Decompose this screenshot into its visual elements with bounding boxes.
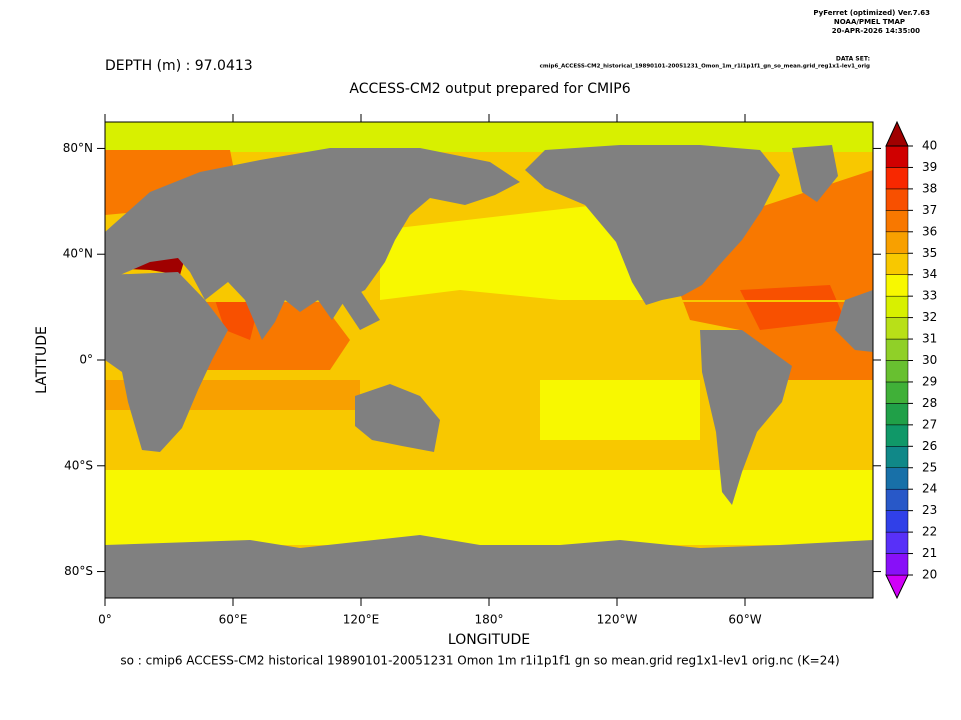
colorbar-label: 39 xyxy=(922,160,937,174)
y-tick-label: 80°N xyxy=(63,141,93,155)
colorbar-swatch xyxy=(885,231,909,254)
colorbar-swatch xyxy=(885,553,909,576)
colorbar-swatch xyxy=(885,424,909,447)
colorbar-label: 25 xyxy=(922,460,937,474)
colorbar-label: 21 xyxy=(922,546,937,560)
y-tick-label: 80°S xyxy=(64,564,93,578)
land xyxy=(105,148,520,340)
land xyxy=(105,535,873,598)
colorbar-swatch xyxy=(885,253,909,275)
colorbar-label: 28 xyxy=(922,396,937,410)
colorbar-swatch xyxy=(885,403,909,426)
ocean-zone xyxy=(740,285,845,330)
colorbar-arrow-high xyxy=(885,120,909,147)
colorbar-label: 26 xyxy=(922,439,937,453)
y-tick-label: 40°S xyxy=(64,458,93,472)
land xyxy=(105,272,228,452)
x-tick-label: 120°E xyxy=(343,613,380,627)
colorbar-label: 40 xyxy=(922,139,937,153)
land xyxy=(355,384,440,452)
colorbar-label: 24 xyxy=(922,482,937,496)
colorbar-label: 37 xyxy=(922,203,937,217)
land xyxy=(340,290,380,330)
colorbar-swatch xyxy=(885,510,909,533)
x-tick-label: 60°W xyxy=(728,613,761,627)
x-tick-label: 0° xyxy=(98,613,112,627)
colorbar-swatch xyxy=(885,317,909,340)
ocean-zone xyxy=(540,380,700,440)
colorbar-label: 34 xyxy=(922,267,937,281)
colorbar-swatch xyxy=(885,145,909,168)
land xyxy=(792,145,838,202)
colorbar-swatch xyxy=(885,167,909,190)
colorbar-label: 36 xyxy=(922,224,937,238)
x-tick-label: 60°E xyxy=(219,613,248,627)
dataset-name: cmip6_ACCESS-CM2_historical_19890101-200… xyxy=(540,64,870,70)
y-tick-label: 0° xyxy=(79,353,93,367)
colorbar-swatch xyxy=(885,274,909,297)
depth-label: DEPTH (m) : 97.0413 xyxy=(105,58,253,74)
colorbar-label: 32 xyxy=(922,310,937,324)
colorbar-label: 29 xyxy=(922,374,937,388)
colorbar-label: 35 xyxy=(922,246,937,260)
colorbar-swatch xyxy=(885,360,909,383)
chart-title: ACCESS-CM2 output prepared for CMIP6 xyxy=(349,81,630,97)
colorbar-label: 30 xyxy=(922,353,937,367)
colorbar-label: 20 xyxy=(922,568,937,582)
org-label: NOAA/PMEL TMAP xyxy=(834,18,905,26)
ocean-zone xyxy=(105,300,873,302)
colorbar-label: 38 xyxy=(922,181,937,195)
colorbar-swatch xyxy=(885,488,909,511)
ocean-zone xyxy=(380,200,650,300)
colorbar-swatch xyxy=(885,188,909,211)
colorbar-swatch xyxy=(885,381,909,404)
dataset-label: DATA SET: xyxy=(836,56,870,63)
land xyxy=(525,145,780,305)
land xyxy=(835,290,873,352)
software-label: PyFerret (optimized) Ver.7.63 xyxy=(813,9,930,17)
land xyxy=(700,330,792,505)
colorbar-swatch xyxy=(885,338,909,361)
y-axis-label: LATITUDE xyxy=(34,326,50,394)
colorbar-label: 22 xyxy=(922,525,937,539)
colorbar-label: 33 xyxy=(922,289,937,303)
x-tick-label: 120°W xyxy=(597,613,638,627)
colorbar-swatch xyxy=(885,446,909,468)
ocean-zone xyxy=(105,122,873,152)
x-axis-label: LONGITUDE xyxy=(448,632,530,648)
timestamp: 20-APR-2026 14:35:00 xyxy=(832,27,920,35)
colorbar-label: 27 xyxy=(922,417,937,431)
colorbar-swatch xyxy=(885,210,909,233)
colorbar-arrow-low xyxy=(885,574,909,600)
map-area xyxy=(105,122,873,598)
colorbar-label: 23 xyxy=(922,503,937,517)
ocean-zone xyxy=(105,470,873,545)
colorbar-label: 31 xyxy=(922,332,937,346)
colorbar-swatch xyxy=(885,531,909,554)
footnote: so : cmip6 ACCESS-CM2 historical 1989010… xyxy=(120,654,839,668)
x-tick-label: 180° xyxy=(475,613,504,627)
y-tick-label: 40°N xyxy=(63,247,93,261)
colorbar-swatch xyxy=(885,295,909,318)
colorbar-swatch xyxy=(885,467,909,490)
